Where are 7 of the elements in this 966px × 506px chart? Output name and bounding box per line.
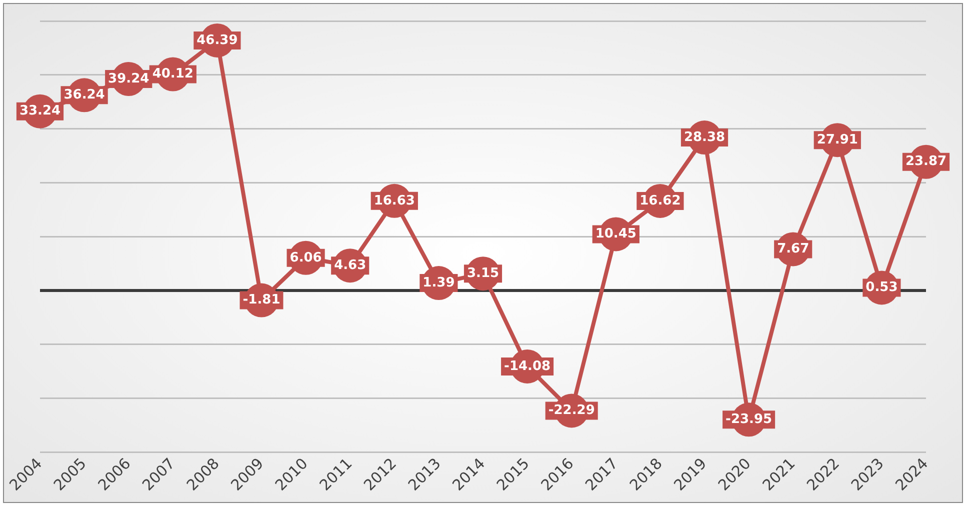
data-label: 3.15 <box>466 266 500 281</box>
data-label: 6.06 <box>290 250 322 266</box>
data-label: 4.63 <box>334 258 366 273</box>
data-label: 7.67 <box>777 242 810 257</box>
data-label: -1.81 <box>242 292 280 308</box>
data-label: 0.53 <box>866 280 898 296</box>
data-label: 1.39 <box>422 275 455 290</box>
